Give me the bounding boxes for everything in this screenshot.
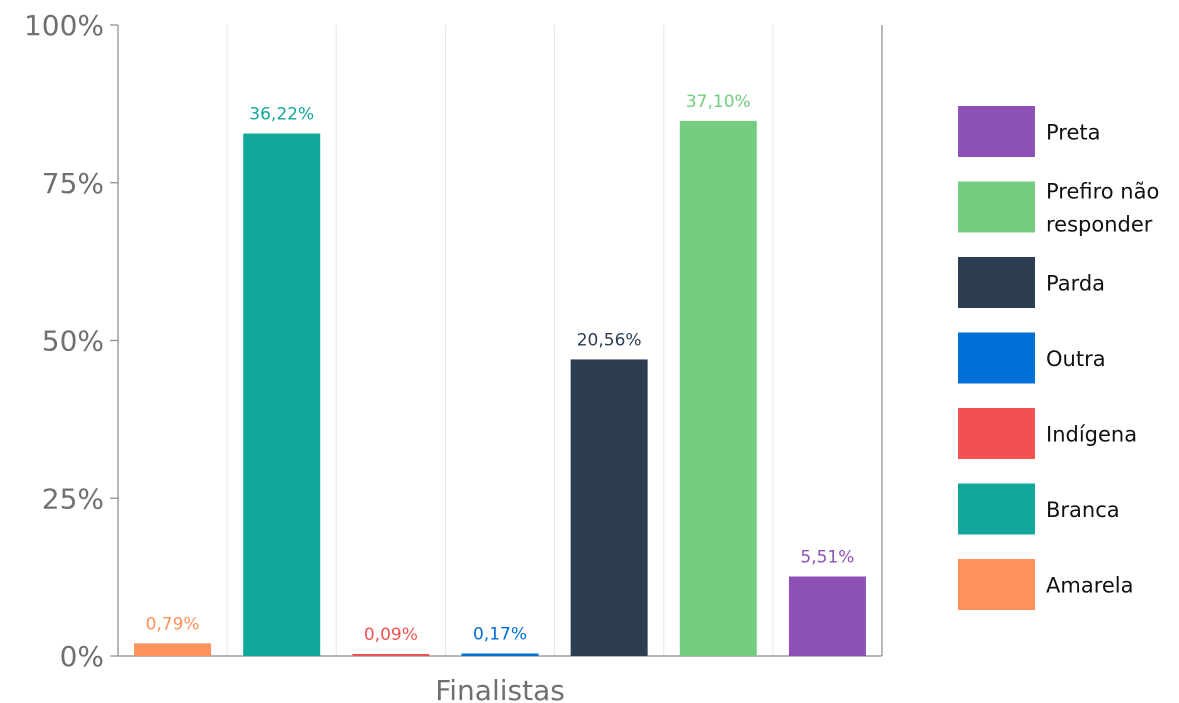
data-label: 0,17% xyxy=(473,624,527,644)
y-tick-label: 50% xyxy=(42,325,104,358)
legend-label: Parda xyxy=(1046,272,1105,296)
bar xyxy=(243,133,321,657)
legend-swatch xyxy=(958,559,1035,610)
y-tick-label: 0% xyxy=(60,640,104,673)
y-tick-label: 75% xyxy=(42,167,104,200)
data-label: 5,51% xyxy=(800,547,854,567)
legend-label: Outra xyxy=(1046,347,1106,371)
legend-label: Amarela xyxy=(1046,574,1134,598)
legend-label: Prefiro não xyxy=(1046,180,1159,204)
y-tick-label: 100% xyxy=(24,9,104,42)
data-label: 0,09% xyxy=(364,625,418,645)
legend-label: Preta xyxy=(1046,121,1101,145)
data-label: 37,10% xyxy=(686,92,751,112)
legend-label: responder xyxy=(1046,213,1153,237)
legend-swatch xyxy=(958,106,1035,157)
data-label: 0,79% xyxy=(146,614,200,634)
data-label: 36,22% xyxy=(249,105,314,125)
legend-swatch xyxy=(958,181,1035,233)
y-tick-label: 25% xyxy=(42,482,104,515)
data-label: 20,56% xyxy=(577,330,642,350)
bar xyxy=(788,576,866,656)
legend-label: Branca xyxy=(1046,498,1120,522)
bar xyxy=(679,120,757,657)
bar xyxy=(134,643,212,656)
legend-swatch xyxy=(958,332,1035,384)
bar xyxy=(461,653,539,656)
x-axis-label: Finalistas xyxy=(435,674,565,703)
legend-swatch xyxy=(958,483,1035,535)
bar xyxy=(352,654,430,656)
legend-label: Indígena xyxy=(1046,423,1137,447)
legend-swatch xyxy=(958,408,1035,459)
bar xyxy=(570,359,648,656)
legend-swatch xyxy=(958,257,1035,308)
